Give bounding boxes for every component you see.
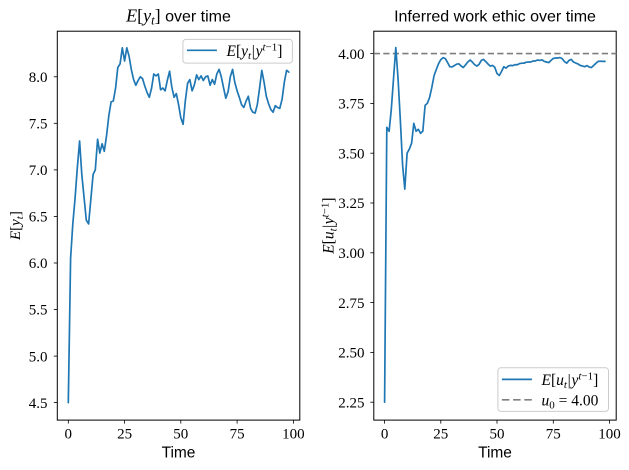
svg-text:7.0: 7.0 xyxy=(29,163,48,179)
svg-text:50: 50 xyxy=(490,427,505,443)
svg-text:75: 75 xyxy=(230,427,245,443)
svg-text:Time: Time xyxy=(162,445,196,462)
svg-text:75: 75 xyxy=(546,427,561,443)
svg-text:2.50: 2.50 xyxy=(338,346,364,362)
svg-text:u0 = 4.00: u0 = 4.00 xyxy=(542,392,599,411)
svg-text:6.5: 6.5 xyxy=(29,210,48,226)
svg-text:0: 0 xyxy=(65,427,73,443)
svg-text:7.5: 7.5 xyxy=(29,117,48,133)
svg-text:5.5: 5.5 xyxy=(29,303,48,319)
svg-text:100: 100 xyxy=(598,427,621,443)
svg-text:8.0: 8.0 xyxy=(29,70,48,86)
svg-text:3.75: 3.75 xyxy=(338,97,364,113)
svg-text:2.75: 2.75 xyxy=(338,296,364,312)
svg-text:50: 50 xyxy=(173,427,188,443)
svg-text:E[yt]: E[yt] xyxy=(8,211,26,241)
svg-text:4.00: 4.00 xyxy=(338,47,364,63)
svg-text:3.50: 3.50 xyxy=(338,146,364,162)
svg-text:5.0: 5.0 xyxy=(29,349,48,365)
svg-text:E[yt] over time: E[yt] over time xyxy=(125,6,231,28)
svg-text:4.5: 4.5 xyxy=(29,396,48,412)
svg-text:100: 100 xyxy=(282,427,305,443)
svg-text:25: 25 xyxy=(117,427,132,443)
svg-text:3.25: 3.25 xyxy=(338,196,364,212)
svg-text:2.25: 2.25 xyxy=(338,395,364,411)
svg-text:Inferred work ethic over time: Inferred work ethic over time xyxy=(394,9,596,26)
svg-text:25: 25 xyxy=(433,427,448,443)
svg-text:Time: Time xyxy=(478,445,512,462)
svg-text:3.00: 3.00 xyxy=(338,246,364,262)
svg-text:0: 0 xyxy=(381,427,389,443)
svg-text:6.0: 6.0 xyxy=(29,256,48,272)
